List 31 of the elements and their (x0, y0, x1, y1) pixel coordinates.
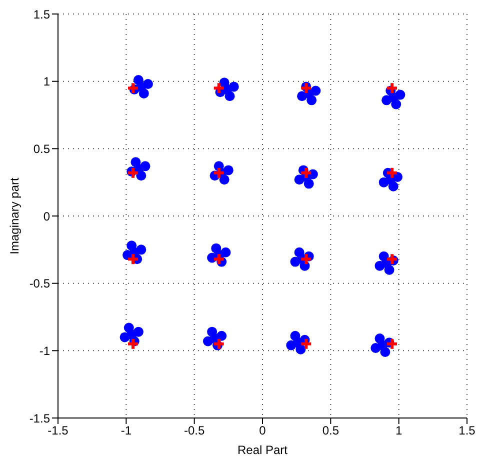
point (126, 166, 140, 180)
x-tick-label: 1.5 (458, 424, 476, 438)
point (126, 337, 140, 350)
x-tick-label: -1 (120, 424, 132, 438)
y-tick-label: 1.5 (33, 7, 50, 22)
y-axis-title: Imaginary part (7, 176, 22, 254)
x-tick-label: 0 (259, 424, 266, 438)
point (300, 337, 313, 350)
point (212, 337, 226, 350)
point (126, 82, 140, 95)
x-tick-label: 0.5 (322, 424, 340, 438)
x-tick-label: -0.5 (184, 424, 205, 438)
y-tick-label: 1 (43, 74, 50, 89)
point (212, 166, 226, 180)
point (212, 252, 226, 266)
x-axis-title: Real Part (237, 443, 288, 457)
point (126, 252, 140, 266)
y-tick-label: -1 (39, 344, 50, 358)
y-tick-label: -1.5 (29, 411, 50, 426)
y-tick-label: 0 (43, 209, 50, 224)
point (300, 82, 313, 95)
point (212, 82, 226, 95)
y-tick-label: 0.5 (33, 142, 50, 156)
point (386, 166, 399, 180)
x-tick-label: 1 (395, 424, 402, 438)
y-tick-label: -0.5 (29, 276, 50, 291)
point (300, 166, 313, 180)
point (386, 337, 399, 350)
point (386, 252, 399, 266)
point (300, 252, 313, 266)
point (386, 82, 399, 95)
